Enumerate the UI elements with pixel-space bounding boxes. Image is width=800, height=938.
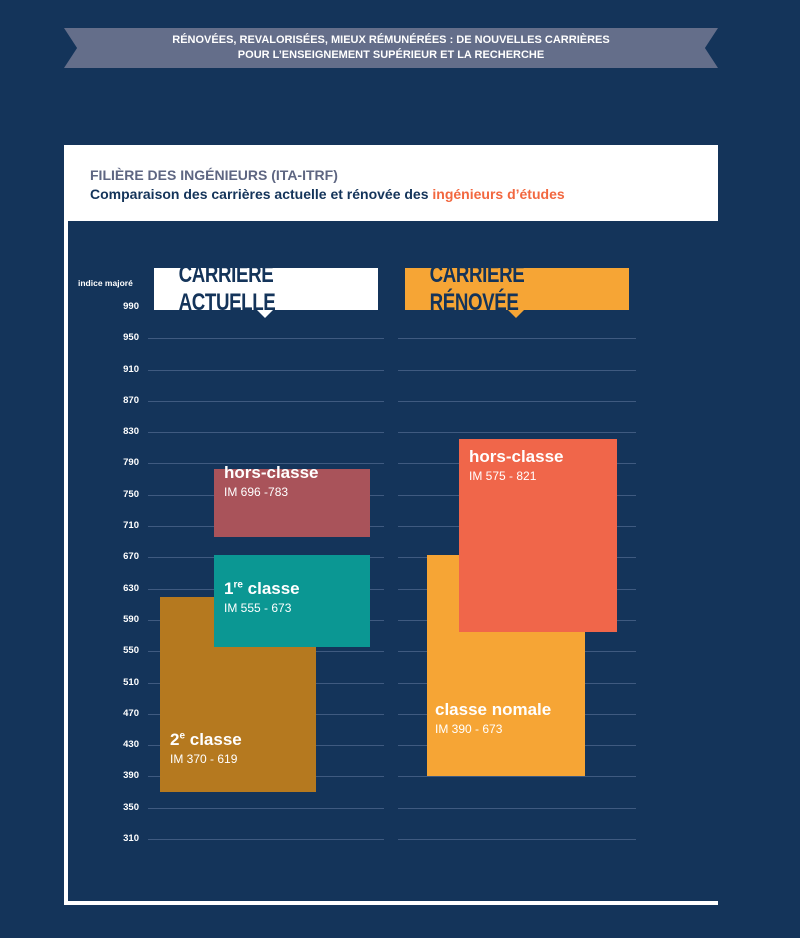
banner-line-1: RÉNOVÉES, REVALORISÉES, MIEUX RÉMUNÉRÉES… [172, 34, 610, 46]
y-tick-510: 510 [123, 676, 139, 688]
y-tick-470: 470 [123, 707, 139, 719]
header-carriere-renovee: CARRIÈRE RÉNOVÉE [405, 261, 629, 316]
y-tick-630: 630 [123, 582, 139, 594]
gridline-870-actuelle [148, 401, 384, 402]
bar-2e-classe-label: 2e classe [170, 730, 242, 750]
bar-hors-classe-actuelle-label: hors-classe [224, 462, 319, 482]
banner-line-2: POUR L’ENSEIGNEMENT SUPÉRIEUR ET LA RECH… [237, 49, 545, 61]
bar-classe-normale-label: classe nomale [435, 700, 552, 720]
gridline-790-actuelle [148, 463, 384, 464]
header-actuelle-pointer [257, 310, 273, 318]
bar-hors-classe-renovee-range: IM 575 - 821 [469, 469, 537, 484]
bar-1re-classe-range: IM 555 - 673 [224, 601, 292, 615]
y-tick-390: 390 [123, 770, 139, 782]
gridline-350-actuelle [148, 808, 384, 809]
y-tick-910: 910 [123, 363, 139, 375]
header-carriere-renovee-label: CARRIÈRE RÉNOVÉE [429, 261, 525, 316]
y-tick-310: 310 [123, 833, 139, 844]
gridline-830-actuelle [148, 432, 384, 433]
y-tick-830: 830 [123, 426, 139, 438]
gridline-870-renovee [398, 401, 636, 402]
y-tick-550: 550 [123, 645, 139, 657]
bar-1re-classe-label-sup: re [233, 579, 243, 591]
bar-hors-classe-actuelle-range: IM 696 -783 [224, 484, 289, 499]
header-renovee-pointer [508, 310, 524, 318]
top-banner: RÉNOVÉES, REVALORISÉES, MIEUX RÉMUNÉRÉES… [64, 28, 718, 68]
title-box: FILIÈRE DES INGÉNIEURS (ITA-ITRF) Compar… [64, 145, 718, 221]
bar-hors-classe-actuelle [214, 468, 370, 537]
bar-hors-classe-renovee [459, 439, 617, 632]
header-carriere-actuelle: CARRIÈRE ACTUELLE [154, 261, 378, 316]
y-tick-950: 950 [123, 332, 139, 344]
y-tick-670: 670 [123, 551, 139, 563]
gridline-310-actuelle [148, 839, 384, 840]
y-tick-990: 990 [123, 301, 139, 312]
gridline-910-actuelle [148, 370, 384, 371]
y-tick-590: 590 [123, 613, 139, 625]
section-kicker: FILIÈRE DES INGÉNIEURS (ITA-ITRF) [90, 167, 338, 183]
bar-2e-classe-range: IM 370 - 619 [170, 752, 238, 767]
chart-title-highlight: ingénieurs d’études [432, 186, 565, 202]
y-tick-870: 870 [123, 394, 139, 406]
bar-classe-normale-range: IM 390 - 673 [435, 722, 503, 737]
gridline-910-renovee [398, 370, 636, 371]
y-tick-430: 430 [123, 739, 139, 751]
gridline-350-renovee [398, 808, 636, 809]
chart-title: Comparaison des carrières actuelle et ré… [90, 186, 565, 202]
gridline-950-actuelle [148, 338, 384, 339]
gridline-310-renovee [398, 839, 636, 840]
y-tick-750: 750 [123, 488, 139, 500]
bar-2e-classe-label-sup: e [179, 730, 186, 742]
bar-1re-classe [214, 555, 370, 648]
gridline-950-renovee [398, 338, 636, 339]
chart-title-prefix: Comparaison des carrières actuelle et ré… [90, 186, 433, 202]
y-tick-350: 350 [123, 801, 139, 813]
gridline-390-renovee [398, 776, 636, 777]
y-tick-790: 790 [123, 457, 139, 469]
y-axis-label: indice majoré [78, 278, 133, 288]
bar-1re-classe-label: 1re classe [224, 579, 300, 598]
y-tick-710: 710 [123, 520, 139, 532]
header-carriere-actuelle-label: CARRIÈRE ACTUELLE [178, 261, 276, 316]
chart-frame [64, 145, 718, 905]
bar-hors-classe-renovee-label: hors-classe [469, 447, 564, 467]
gridline-830-renovee [398, 432, 636, 433]
